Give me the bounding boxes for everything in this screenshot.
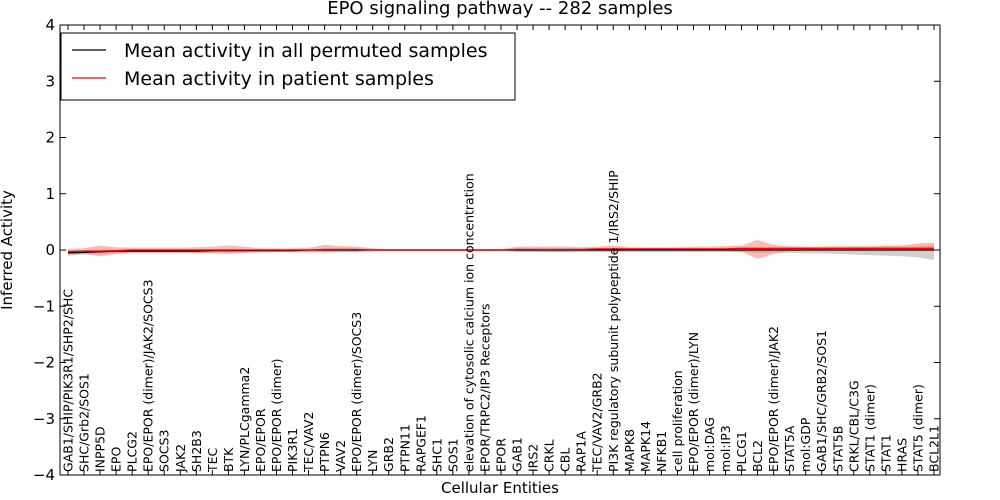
series-layer bbox=[67, 247, 934, 254]
x-tick-label-epo-epor: EPO/EPOR bbox=[253, 408, 268, 472]
x-tick-label-bcl2: BCL2 bbox=[750, 440, 765, 472]
x-tick-label-tec-vav2: TEC/VAV2 bbox=[301, 412, 316, 473]
chart-title: EPO signaling pathway -- 282 samples bbox=[327, 0, 673, 19]
x-tick-label-sh2b3: SH2B3 bbox=[189, 430, 204, 472]
y-axis: −4 −3 −2 −1 0 1 2 3 4 bbox=[33, 16, 940, 484]
x-tick-label-tec: TEC bbox=[205, 447, 220, 473]
y-tick-label: −4 bbox=[33, 466, 55, 484]
y-tick-label: −3 bbox=[33, 410, 55, 428]
x-tick-label-grb2: GRB2 bbox=[381, 437, 396, 472]
x-tick-label-inpp5d: INPP5D bbox=[93, 426, 108, 472]
x-tick-label-tec-vav2-grb2: TEC/VAV2/GRB2 bbox=[590, 372, 605, 473]
x-tick-label-stat1: STAT1 bbox=[878, 434, 893, 472]
x-tick-label-elevation-of-cytosolic-calcium-ion-concentration: elevation of cytosolic calcium ion conce… bbox=[461, 173, 476, 472]
x-tick-label-nfkb1: NFKB1 bbox=[654, 431, 669, 472]
x-tick-label-epo-epor-dimer-lyn: EPO/EPOR (dimer)/LYN bbox=[686, 332, 701, 472]
x-tick-label-btk: BTK bbox=[221, 447, 236, 472]
x-tick-label-lyn: LYN bbox=[365, 450, 380, 472]
x-tick-label-epo: EPO bbox=[109, 447, 124, 472]
x-tick-label-cell-proliferation: cell proliferation bbox=[670, 370, 685, 472]
x-tick-label-ptpn11: PTPN11 bbox=[397, 424, 412, 472]
x-tick-label-stat5a: STAT5A bbox=[782, 425, 797, 472]
x-tick-label-stat1-dimer: STAT1 (dimer) bbox=[862, 384, 877, 472]
x-tick-label-jak2: JAK2 bbox=[173, 444, 188, 473]
y-axis-label: Inferred Activity bbox=[0, 190, 16, 310]
x-tick-label-pik3r1: PIK3R1 bbox=[285, 428, 300, 472]
x-tick-label-rap1a: RAP1A bbox=[574, 431, 589, 472]
x-tick-label-stat5b: STAT5B bbox=[830, 426, 845, 472]
x-tick-label-mapk14: MAPK14 bbox=[638, 421, 653, 472]
y-tick-label: −2 bbox=[33, 354, 55, 372]
y-tick-label: 4 bbox=[45, 16, 55, 34]
x-tick-label-hras: HRAS bbox=[894, 438, 909, 472]
x-tick-label-pi3k-regulatory-subunit-polypeptide-1-irs2-ship: PI3K regulatory subunit polypeptide 1/IR… bbox=[606, 170, 621, 472]
line-series-1 bbox=[67, 247, 934, 253]
legend-label-patient: Mean activity in patient samples bbox=[124, 68, 434, 90]
x-tick-label-shc1: SHC1 bbox=[429, 438, 444, 472]
x-tick-label-cbl: CBL bbox=[558, 448, 573, 472]
x-tick-label-plcg2: PLCG2 bbox=[125, 431, 140, 472]
x-tick-label-sos1: SOS1 bbox=[445, 438, 460, 472]
x-tick-label-mol-gdp: mol:GDP bbox=[798, 417, 813, 472]
x-tick-label-ptpn6: PTPN6 bbox=[317, 432, 332, 472]
x-tick-label-crkl-cbl-c3g: CRKL/CBL/C3G bbox=[846, 380, 861, 472]
x-tick-label-epo-epor-dimer-jak2-socs3: EPO/EPOR (dimer)/JAK2/SOCS3 bbox=[141, 279, 156, 472]
x-tick-label-lyn-plcgamma2: LYN/PLCgamma2 bbox=[237, 367, 252, 472]
x-tick-label-rapgef1: RAPGEF1 bbox=[413, 415, 428, 472]
y-tick-label: 1 bbox=[45, 185, 55, 203]
x-tick-label-mapk8: MAPK8 bbox=[622, 429, 637, 472]
x-tick-label-mol-ip3: mol:IP3 bbox=[718, 425, 733, 472]
x-tick-label-mol-dag: mol:DAG bbox=[702, 417, 717, 472]
y-tick-label: 2 bbox=[45, 129, 55, 147]
x-tick-label-epor: EPOR bbox=[494, 438, 509, 472]
x-tick-label-crkl: CRKL bbox=[542, 439, 557, 472]
x-tick-label-epo-epor-dimer: EPO/EPOR (dimer) bbox=[269, 358, 284, 472]
legend-label-permuted: Mean activity in all permuted samples bbox=[124, 40, 487, 62]
x-tick-label-epo-epor-dimer-jak2: EPO/EPOR (dimer)/JAK2 bbox=[766, 326, 781, 472]
x-tick-label-irs2: IRS2 bbox=[526, 444, 541, 472]
legend: Mean activity in all permuted samples Me… bbox=[60, 32, 516, 101]
x-axis-label: Cellular Entities bbox=[441, 479, 559, 497]
x-tick-label-gab1: GAB1 bbox=[510, 437, 525, 472]
y-tick-label: 0 bbox=[45, 241, 55, 259]
x-tick-label-stat5-dimer: STAT5 (dimer) bbox=[911, 384, 926, 472]
x-tick-label-gab1-shc-grb2-sos1: GAB1/SHC/GRB2/SOS1 bbox=[814, 330, 829, 472]
x-tick-label-epo-epor-dimer-socs3: EPO/EPOR (dimer)/SOCS3 bbox=[349, 312, 364, 472]
y-tick-label: 3 bbox=[45, 72, 55, 90]
legend-box bbox=[60, 32, 516, 101]
x-tick-label-plcg1: PLCG1 bbox=[734, 431, 749, 472]
x-tick-label-socs3: SOCS3 bbox=[157, 430, 172, 472]
x-tick-label-gab1-ship-pik3r1-shp2-shc: GAB1/SHIP/PIK3R1/SHP2/SHC bbox=[61, 289, 76, 472]
x-axis: GAB1/SHIP/PIK3R1/SHP2/SHC SHC/Grb2/SOS1 IN… bbox=[61, 25, 942, 475]
y-tick-label: −1 bbox=[33, 297, 55, 315]
x-tick-label-bcl2l1: BCL2L1 bbox=[927, 425, 942, 472]
x-tick-label-epor-trpc2-ip3-receptors: EPOR/TRPC2/IP3 Receptors bbox=[478, 303, 493, 472]
x-tick-label-shc-grb2-sos1: SHC/Grb2/SOS1 bbox=[77, 373, 92, 472]
x-tick-label-vav2: VAV2 bbox=[333, 440, 348, 472]
